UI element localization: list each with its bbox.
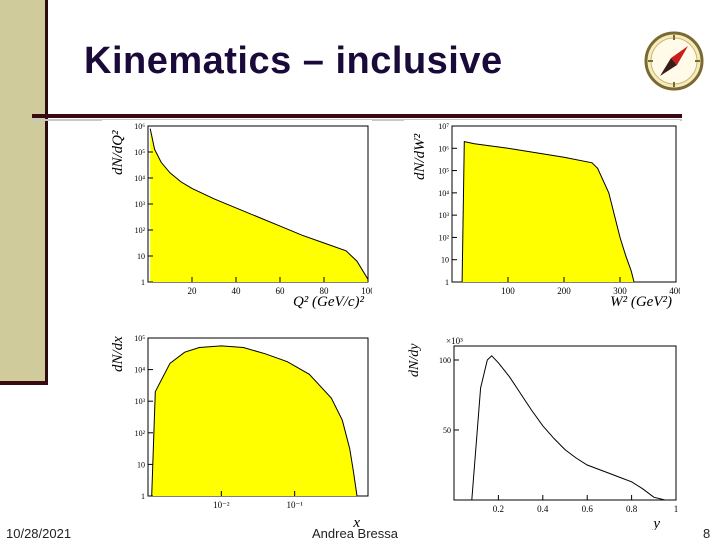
page-number: 8 (703, 526, 711, 541)
w2-plot-area: 100 200 300 400 1 10 10² 10³ 10⁴ 10⁵ 10⁶ 10⁷ (438, 122, 680, 296)
x-ylabel: dN/dx (110, 336, 126, 372)
q2-ytick-label: 10² (135, 226, 146, 235)
q2-ylabel: dN/dQ² (110, 130, 126, 175)
y-line (471, 355, 666, 501)
y-ytick-label: 50 (443, 426, 451, 435)
q2-ytick-label: 10 (137, 252, 145, 261)
x-ytick-label: 10³ (135, 397, 146, 406)
x-area (151, 345, 357, 496)
plot-q2: dN/dQ² Q² (GeV/c)² 20 40 60 80 100 1 10 10² 10³ 1… (102, 120, 372, 315)
w2-ytick-label: 10² (439, 233, 450, 242)
y-xtick-label: 1 (674, 504, 679, 514)
x-ytick-label: 10⁵ (134, 334, 145, 343)
y-frame (453, 345, 677, 501)
q2-xtick-label: 20 (188, 286, 198, 296)
x-edge (151, 345, 358, 497)
y-plot-area: 0.2 0.4 0.6 0.8 1 50 100 (439, 345, 679, 514)
x-xtick-label: 10⁻² (213, 500, 230, 510)
w2-ytick-label: 10⁴ (438, 189, 449, 198)
w2-ytick-label: 1 (445, 278, 449, 287)
w2-xtick-label: 100 (501, 286, 515, 296)
y-xtick-label: 0.6 (582, 504, 594, 514)
x-xlabel: x (352, 515, 360, 530)
x-ytick-label: 10² (135, 429, 146, 438)
w2-area (462, 141, 634, 282)
q2-edge (149, 128, 369, 280)
slide-sidebar-bar (0, 0, 48, 384)
q2-ytick-label: 1 (141, 278, 145, 287)
w2-ytick-label: 10⁷ (438, 122, 449, 131)
footer-author: Andrea Bressa (312, 526, 398, 541)
x-ytick-label: 1 (141, 492, 145, 501)
w2-ytick-label: 10³ (439, 211, 450, 220)
footer-date: 10/28/2021 (6, 526, 72, 541)
y-ytick-label: 100 (439, 356, 451, 365)
y-xtick-label: 0.4 (537, 504, 549, 514)
w2-xlabel: W² (GeV²) (610, 294, 672, 310)
w2-ytick-label: 10⁵ (438, 167, 449, 176)
y-multiplier: ×10³ (446, 336, 463, 346)
y-xtick-label: 0.8 (626, 504, 638, 514)
q2-xtick-label: 40 (232, 286, 242, 296)
w2-edge (461, 140, 635, 283)
x-ytick-label: 10⁴ (134, 366, 145, 375)
q2-xlabel: Q² (GeV/c)² (293, 294, 365, 310)
x-xtick-label: 10⁻¹ (286, 500, 303, 510)
q2-xtick-label: 80 (320, 286, 330, 296)
q2-xtick-label: 100 (361, 286, 372, 296)
w2-xtick-label: 200 (557, 286, 571, 296)
plot-y: dN/dy ×10³ y 0.2 0.4 0.6 0.8 1 50 100 (404, 332, 680, 530)
w2-ylabel: dN/dW² (412, 133, 428, 180)
q2-ytick-label: 10⁶ (134, 122, 145, 131)
compass-icon (644, 31, 704, 91)
w2-ytick-label: 10 (441, 256, 449, 265)
x-plot-area: 10⁻² 10⁻¹ 1 10 10² 10³ 10⁴ 10⁵ (134, 334, 369, 510)
w2-ytick-label: 10⁶ (438, 144, 449, 153)
y-xtick-label: 0.2 (493, 504, 504, 514)
y-xlabel: y (651, 516, 660, 530)
w2-xtick-label: 300 (613, 286, 627, 296)
q2-ytick-label: 10⁴ (134, 174, 145, 183)
q2-area (150, 128, 368, 282)
title-rule (32, 114, 682, 118)
q2-xtick-label: 60 (276, 286, 286, 296)
w2-xtick-label: 400 (669, 286, 680, 296)
q2-plot-area: 20 40 60 80 100 1 10 10² 10³ 10⁴ 10⁵ 10⁶ (134, 122, 372, 296)
sidebar-cap (0, 381, 48, 385)
x-ytick-label: 10 (137, 460, 145, 469)
plot-w2: dN/dW² W² (GeV²) 10020030040011010²10³10… (404, 120, 680, 315)
y-ylabel: dN/dy (407, 343, 422, 377)
q2-ytick-label: 10³ (135, 200, 146, 209)
slide-title: Kinematics – inclusive (84, 40, 503, 82)
plot-x: dN/dx x 10⁻² 10⁻¹ 1 10 10² 10³ 10⁴ 10⁵ (102, 332, 372, 530)
q2-ytick-label: 10⁵ (134, 148, 145, 157)
